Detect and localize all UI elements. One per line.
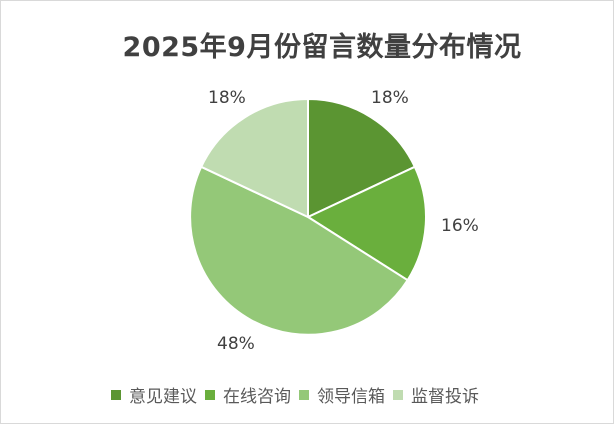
- legend-item-online-consult[interactable]: 在线咨询: [205, 382, 291, 407]
- legend-swatch-icon: [111, 389, 121, 400]
- data-label-suggestions: 18%: [371, 88, 409, 108]
- legend-label: 在线咨询: [223, 387, 291, 407]
- legend-label: 领导信箱: [317, 387, 385, 407]
- slice-online-consult[interactable]: [305, 165, 427, 282]
- legend-swatch-icon: [299, 389, 309, 400]
- data-label-online-consult: 16%: [441, 216, 479, 236]
- data-label-leader-mailbox: 48%: [217, 334, 255, 354]
- legend-label: 监督投诉: [411, 387, 479, 407]
- legend-item-leader-mailbox[interactable]: 领导信箱: [299, 382, 385, 407]
- slice-leader-mailbox[interactable]: [189, 165, 409, 336]
- legend-label: 意见建议: [129, 387, 197, 407]
- legend-swatch-icon: [205, 389, 215, 400]
- slice-suggestions[interactable]: [307, 97, 417, 219]
- slice-supervision-complaints[interactable]: [199, 97, 309, 219]
- chart-legend: 意见建议 在线咨询 领导信箱 监督投诉: [111, 382, 487, 407]
- chart-title: 2025年9月份留言数量分布情况: [122, 32, 522, 63]
- legend-item-suggestions[interactable]: 意见建议: [111, 382, 197, 407]
- legend-swatch-icon: [393, 389, 403, 400]
- data-label-supervision-complaints: 18%: [208, 88, 246, 108]
- legend-item-supervision-complaints[interactable]: 监督投诉: [393, 382, 479, 407]
